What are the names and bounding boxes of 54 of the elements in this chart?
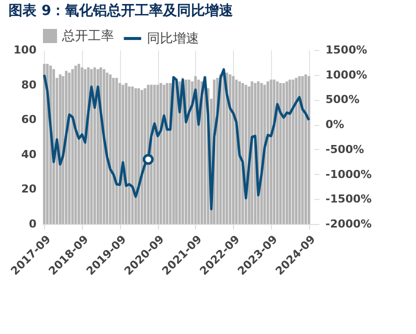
bar bbox=[131, 86, 134, 224]
line-series bbox=[43, 68, 310, 210]
bar bbox=[282, 83, 285, 224]
y2-tick-label: 1500% bbox=[326, 44, 368, 56]
bar bbox=[153, 84, 156, 224]
bar bbox=[112, 78, 115, 224]
bar bbox=[232, 76, 235, 224]
bar bbox=[294, 78, 298, 224]
bar bbox=[80, 67, 84, 224]
bar bbox=[109, 74, 112, 224]
bar bbox=[292, 80, 294, 224]
bar bbox=[308, 76, 310, 224]
bar bbox=[68, 72, 71, 224]
bar bbox=[78, 64, 80, 224]
y2-tick-label: -1500% bbox=[326, 192, 372, 206]
bar bbox=[74, 66, 77, 224]
bar bbox=[160, 83, 162, 224]
bar bbox=[124, 83, 128, 224]
bar bbox=[71, 69, 74, 224]
bar bbox=[128, 86, 131, 224]
y2-tick-label: -500% bbox=[326, 142, 364, 156]
y2-tick-label: 0% bbox=[326, 118, 344, 132]
y2-tick-label: -2000% bbox=[326, 218, 372, 230]
bar bbox=[144, 88, 146, 224]
bar bbox=[298, 76, 301, 224]
bar bbox=[188, 80, 190, 224]
bar bbox=[115, 78, 118, 224]
y-tick-label: 20 bbox=[21, 182, 37, 196]
legend-label: 同比增速 bbox=[147, 32, 199, 46]
bar bbox=[42, 64, 46, 224]
bar bbox=[301, 76, 304, 224]
bar bbox=[288, 80, 292, 224]
y2-tick-label: -1000% bbox=[326, 168, 372, 181]
bar bbox=[140, 90, 144, 224]
y-tick-label: 80 bbox=[21, 78, 37, 92]
legend-label: 总开工率 bbox=[61, 28, 114, 44]
bar bbox=[166, 83, 168, 224]
y-tick-label: 100 bbox=[14, 44, 37, 56]
bar bbox=[156, 84, 160, 224]
y-tick-label: 0 bbox=[28, 218, 37, 230]
y2-tick-label: 1000% bbox=[326, 68, 368, 82]
bar bbox=[250, 81, 254, 224]
bar bbox=[134, 88, 137, 224]
bar bbox=[162, 84, 166, 224]
y-tick-label: 60 bbox=[21, 113, 37, 126]
bar bbox=[228, 74, 232, 224]
bar bbox=[270, 80, 272, 224]
y-tick-label: 40 bbox=[21, 148, 37, 161]
chart-title: 图表 9：氧化铝总开工率及同比增速 bbox=[8, 2, 234, 19]
bar bbox=[279, 83, 282, 224]
bar bbox=[304, 74, 308, 224]
bar bbox=[286, 81, 288, 224]
bar bbox=[266, 81, 270, 224]
y2-tick-label: 500% bbox=[326, 93, 360, 106]
